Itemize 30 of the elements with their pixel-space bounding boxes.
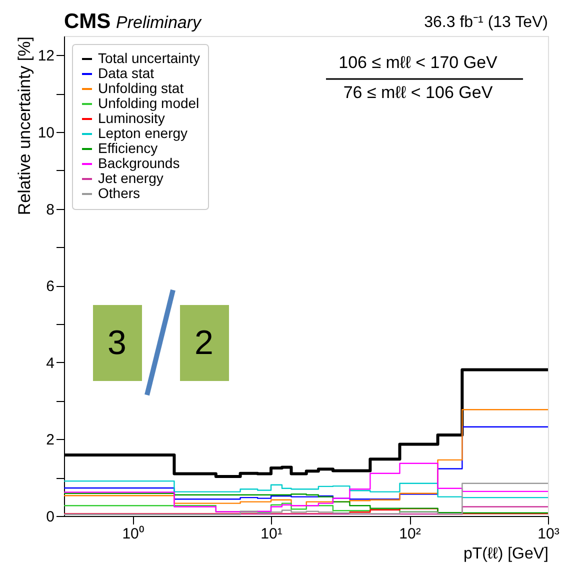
annotation: 2 bbox=[194, 324, 214, 362]
y-tick-label: 10 bbox=[38, 124, 54, 142]
chart-subtitle: Preliminary bbox=[116, 13, 203, 32]
y-tick-label: 12 bbox=[38, 48, 54, 65]
legend-label: Luminosity bbox=[98, 110, 165, 126]
legend-label: Unfolding stat bbox=[98, 80, 184, 96]
x-tick-label: 10⁰ bbox=[122, 526, 144, 542]
chart-title: CMS bbox=[64, 10, 111, 33]
y-tick-label: 8 bbox=[46, 201, 54, 218]
text: 36.3 fb⁻¹ (13 TeV) bbox=[424, 14, 548, 31]
legend-label: Efficiency bbox=[98, 140, 158, 156]
y-axis-title: Relative uncertainty [%] bbox=[14, 36, 34, 216]
legend-label: Backgrounds bbox=[98, 155, 180, 171]
legend-label: Jet energy bbox=[98, 170, 164, 186]
y-tick-label: 0 bbox=[46, 508, 54, 526]
legend-label: Total uncertainty bbox=[98, 50, 200, 66]
annotation: 76 ≤ mℓℓ < 106 GeV bbox=[343, 83, 494, 102]
y-tick-label: 2 bbox=[46, 432, 54, 449]
legend-label: Lepton energy bbox=[98, 125, 188, 141]
x-tick-label: 10³ bbox=[538, 526, 560, 542]
y-tick-label: 4 bbox=[46, 354, 54, 372]
x-axis-title: pT(ℓℓ) [GeV] bbox=[463, 546, 548, 562]
x-tick-label: 10² bbox=[399, 526, 421, 542]
y-tick-label: 6 bbox=[46, 278, 54, 296]
legend-label: Unfolding model bbox=[98, 95, 200, 111]
legend-label: Others bbox=[98, 185, 140, 201]
legend-label: Data stat bbox=[98, 65, 154, 81]
annotation: 106 ≤ mℓℓ < 170 GeV bbox=[338, 53, 498, 72]
annotation: 3 bbox=[108, 324, 126, 362]
x-tick-label: 10¹ bbox=[260, 526, 282, 542]
